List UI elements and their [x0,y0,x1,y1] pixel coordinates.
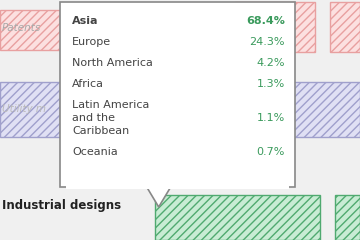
Text: Industrial designs: Industrial designs [2,198,121,211]
Text: Europe: Europe [72,37,111,47]
Bar [0,10,60,50]
Text: Oceania: Oceania [72,147,118,157]
Text: Caribbean: Caribbean [72,126,129,136]
Bar [235,2,315,52]
Text: 1.3%: 1.3% [257,79,285,89]
Text: 24.3%: 24.3% [249,37,285,47]
Bar [66,185,289,189]
Text: North America: North America [72,58,153,68]
Text: Latin America: Latin America [72,100,149,110]
Text: Africa: Africa [72,79,104,89]
Bar [330,2,360,52]
Bar [155,195,320,240]
Bar [235,82,360,137]
Polygon shape [147,187,171,207]
Text: 68.4%: 68.4% [246,16,285,26]
Text: 1.1%: 1.1% [257,113,285,123]
Text: 0.7%: 0.7% [257,147,285,157]
Bar [60,2,295,187]
Bar [335,195,360,240]
Bar [0,82,60,137]
Text: 4.2%: 4.2% [256,58,285,68]
Text: Utility m: Utility m [2,104,46,114]
Text: Asia: Asia [72,16,99,26]
Text: and the: and the [72,113,115,123]
Text: Patents: Patents [2,23,41,33]
